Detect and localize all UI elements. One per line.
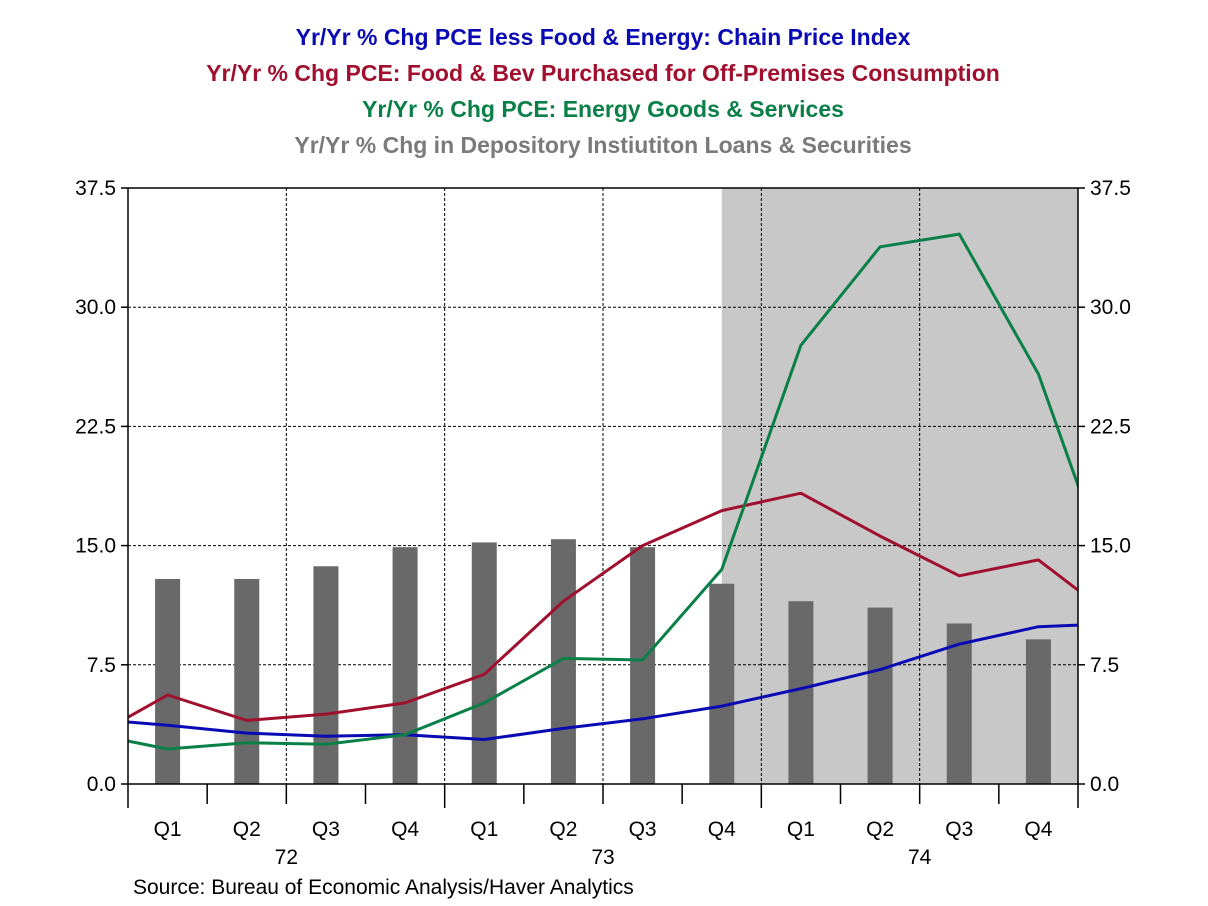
bar-loans-securities-73Q4 bbox=[709, 583, 735, 784]
y-tick-label-right: 30.0 bbox=[1090, 296, 1131, 319]
y-tick-label-left: 7.5 bbox=[87, 654, 116, 677]
bar-loans-securities-74Q3 bbox=[946, 623, 972, 784]
bar-loans-securities-74Q4 bbox=[1025, 639, 1051, 784]
x-axis-labels: Q1 Q2 Q3 Q4 Q1 Q2 Q3 Q4 Q1 Q2 Q3 Q4 72 73 74 bbox=[154, 818, 1053, 869]
bar-loans-securities-73Q3 bbox=[630, 547, 656, 784]
line-core-pce bbox=[128, 623, 1078, 741]
title-core-pce: Yr/Yr % Chg PCE less Food & Energy: Chai… bbox=[296, 24, 911, 50]
x-tick-label: Q4 bbox=[1024, 818, 1052, 841]
bar-loans-securities-74Q2 bbox=[867, 607, 893, 784]
title-food-pce: Yr/Yr % Chg PCE: Food & Bev Purchased fo… bbox=[206, 60, 1000, 86]
recession-shading bbox=[721, 188, 1078, 784]
y-tick-label-left: 0.0 bbox=[87, 773, 116, 796]
bar-loans-securities-72Q4 bbox=[392, 547, 418, 784]
x-tick-label: Q2 bbox=[549, 818, 577, 841]
y-tick-label-left: 30.0 bbox=[75, 296, 116, 319]
y-tick-label-left: 22.5 bbox=[75, 415, 116, 438]
x-tick-label: Q4 bbox=[391, 818, 419, 841]
y-tick-label-right: 37.5 bbox=[1090, 177, 1131, 200]
y-tick-label-right: 15.0 bbox=[1090, 535, 1131, 558]
line-energy-pce bbox=[128, 232, 1078, 751]
source-note: Source: Bureau of Economic Analysis/Have… bbox=[133, 876, 634, 899]
x-year-label: 74 bbox=[908, 846, 932, 869]
x-tick-label: Q1 bbox=[154, 818, 182, 841]
y-tick-label-left: 37.5 bbox=[75, 177, 116, 200]
bar-loans-securities-72Q2 bbox=[234, 578, 260, 784]
bar-loans-securities-74Q1 bbox=[788, 601, 814, 784]
x-tick-label: Q1 bbox=[787, 818, 815, 841]
x-tick-label: Q3 bbox=[629, 818, 657, 841]
y-tick-label-right: 0.0 bbox=[1090, 773, 1119, 796]
bar-loans-securities-72Q1 bbox=[155, 578, 181, 784]
x-tick-label: Q2 bbox=[233, 818, 261, 841]
x-tick-label: Q3 bbox=[945, 818, 973, 841]
chart-titles: Yr/Yr % Chg PCE less Food & Energy: Chai… bbox=[206, 24, 1000, 158]
x-tick-label: Q4 bbox=[708, 818, 736, 841]
title-energy-pce: Yr/Yr % Chg PCE: Energy Goods & Services bbox=[362, 96, 844, 122]
plot-area: 0.0 0.0 7.5 7.5 15.0 15.0 22.5 22.5 30.0 30.0 37.5… bbox=[75, 177, 1131, 808]
y-tick-label-right: 22.5 bbox=[1090, 415, 1131, 438]
x-year-label: 73 bbox=[591, 846, 614, 869]
title-loans-securities: Yr/Yr % Chg in Depository Instiutiton Lo… bbox=[294, 132, 911, 158]
y-tick-label-right: 7.5 bbox=[1090, 654, 1119, 677]
x-tick-label: Q3 bbox=[312, 818, 340, 841]
line-series-group bbox=[128, 232, 1078, 751]
bar-loans-securities-73Q1 bbox=[471, 542, 497, 784]
x-tick-label: Q1 bbox=[470, 818, 498, 841]
y-tick-label-left: 15.0 bbox=[75, 535, 116, 558]
x-year-label: 72 bbox=[275, 846, 298, 869]
bar-loans-securities-72Q3 bbox=[313, 566, 339, 784]
line-food-pce bbox=[128, 491, 1078, 722]
x-tick-label: Q2 bbox=[866, 818, 894, 841]
